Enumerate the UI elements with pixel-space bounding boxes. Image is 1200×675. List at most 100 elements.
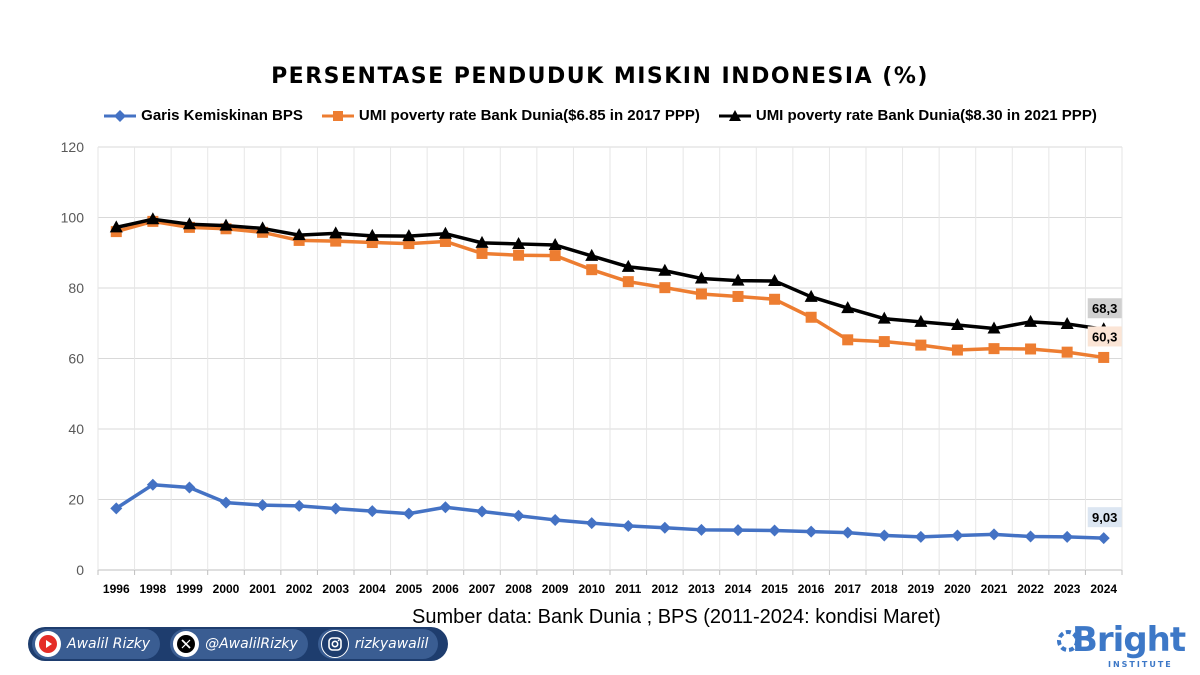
data-point [695,288,707,300]
end-label-1: 60,3 [1087,326,1122,347]
end-label-bg [1087,326,1122,347]
data-point [146,478,159,491]
data-point [549,513,562,526]
data-point [695,523,708,536]
y-tick-label: 100 [61,210,85,226]
data-point [109,220,123,233]
logo-word: Bright [1072,620,1186,660]
data-point [878,336,890,348]
data-point [513,249,525,261]
legend-swatch-umi-2021 [718,109,751,121]
grid [97,146,1123,571]
data-point [732,290,744,302]
youtube-icon [35,631,61,657]
youtube-label: Awalil Rizky [67,636,151,652]
data-point [658,263,672,276]
x-tick-label: 2007 [469,582,496,596]
data-point [951,529,964,542]
data-point [439,501,452,514]
bright-institute-logo: Bright INSTITUTE [1054,620,1186,670]
series-line-2 [115,217,1104,331]
data-point [329,502,342,515]
x-tick-label: 2018 [871,582,898,596]
x-tick-label: 2017 [834,582,861,596]
data-point [877,311,891,324]
x-tick-label: 2013 [688,582,715,596]
data-point [841,526,854,539]
data-point [110,502,123,515]
x-tick-label: 2000 [213,582,240,596]
chart-title: PERSENTASE PENDUDUK MISKIN INDONESIA (%) [271,64,929,89]
end-label-bg [1087,507,1122,528]
youtube-link[interactable]: Awalil Rizky [32,629,161,659]
x-link[interactable]: @AwalilRizky [170,629,308,659]
x-tick-label: 2011 [615,582,641,596]
data-point [256,221,270,234]
data-point [402,229,416,242]
x-tick-label: 2004 [359,582,386,596]
x-tick-label: 2021 [981,582,1008,596]
data-point [694,271,708,284]
data-point [659,282,671,294]
data-point [914,530,927,543]
data-point [330,235,342,247]
data-point [329,226,343,239]
x-label: @AwalilRizky [205,636,298,652]
x-tick-label: 2019 [908,582,935,596]
end-label-bg [1087,298,1122,319]
x-tick-label: 1999 [176,582,203,596]
data-point [438,226,452,239]
data-point [988,343,1000,355]
y-tick-label: 60 [68,351,84,367]
data-point [988,528,1000,541]
data-point [585,517,598,530]
legend-item-umi-2017: UMI poverty rate Bank Dunia($6.85 in 201… [321,107,700,124]
data-labels: 9,03 60,3 68,3 [1087,298,1122,528]
data-point [292,228,306,241]
data-point [475,235,489,248]
data-point [1061,346,1073,358]
data-point [512,236,526,249]
source-note: Sumber data: Bank Dunia ; BPS (2011-2024… [412,606,941,628]
data-point [1024,314,1038,327]
data-point [585,248,599,261]
data-point [732,524,744,537]
data-point [403,238,415,250]
legend-swatch-umi-2017 [321,110,354,121]
x-tick-label: 2014 [725,582,752,596]
x-tick-label: 2023 [1054,582,1081,596]
legend-label-bps: Garis Kemiskinan BPS [141,107,303,124]
data-point [805,525,818,538]
x-tick-label: 2016 [798,582,825,596]
data-point [621,259,635,272]
end-label-2: 68,3 [1087,298,1122,319]
data-point [293,234,305,246]
instagram-link[interactable]: rizkyawalil [317,629,439,659]
series-line-0 [115,482,1104,540]
data-point [878,529,891,542]
data-point [842,334,854,346]
data-point [256,499,269,512]
data-point [1060,316,1074,329]
legend-swatch-bps [104,109,137,122]
data-point [768,524,781,537]
x-tick-label: 2012 [652,582,679,596]
data-point [1061,530,1074,543]
x-tick-label: 2006 [432,582,459,596]
axes: 0 20 40 60 80 100 120 1996 1998 1999 2000 2001 2002 2… [61,139,1123,596]
logo-subtitle: INSTITUTE [1108,660,1173,669]
y-tick-label: 0 [76,562,84,578]
data-point [951,344,963,356]
x-tick-label: 2008 [505,582,532,596]
data-point [476,505,488,518]
data-point [1024,530,1037,543]
data-point [476,247,488,259]
y-tick-label: 20 [68,492,84,508]
end-label-text: 68,3 [1092,301,1117,316]
data-point [293,499,306,512]
data-point [1097,532,1110,545]
series [109,212,1111,545]
data-point [950,318,964,331]
data-point [658,521,671,534]
